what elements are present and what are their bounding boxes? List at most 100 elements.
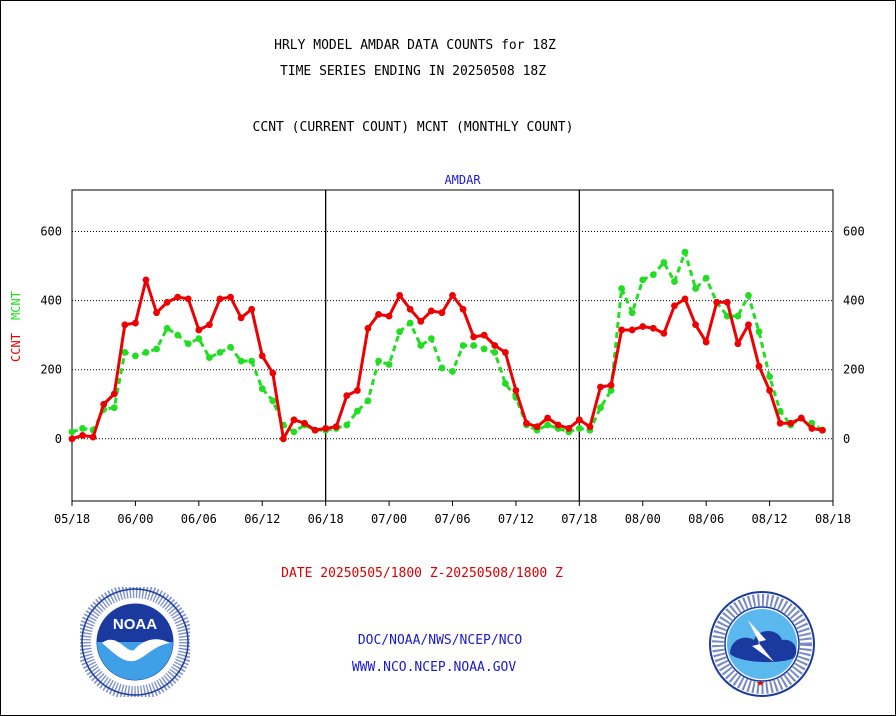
data-point-mcnt — [597, 404, 604, 412]
data-point-ccnt — [153, 309, 160, 317]
x-tick-label: 07/18 — [561, 512, 597, 526]
data-point-ccnt — [618, 326, 626, 334]
data-point-ccnt — [427, 307, 435, 315]
data-point-mcnt — [427, 335, 435, 342]
data-point-mcnt — [501, 380, 509, 387]
data-point-ccnt — [237, 314, 245, 322]
x-tick-label: 08/06 — [688, 512, 724, 526]
data-point-ccnt — [512, 387, 520, 394]
website-link[interactable]: WWW.NCO.NCEP.NOAA.GOV — [351, 660, 517, 675]
data-point-ccnt — [681, 295, 689, 303]
data-point-ccnt — [89, 433, 97, 441]
data-point-mcnt — [142, 349, 150, 356]
data-point-ccnt — [322, 425, 330, 432]
data-point-mcnt — [639, 276, 647, 284]
data-point-ccnt — [163, 298, 171, 306]
x-tick-label: 07/12 — [498, 512, 534, 526]
chart-title-line2: TIME SERIES ENDING IN 20250508 18Z — [279, 64, 547, 79]
data-point-mcnt — [375, 357, 382, 365]
data-point-mcnt — [364, 397, 372, 405]
data-point-ccnt — [713, 298, 721, 306]
x-tick-label: 07/00 — [371, 512, 407, 526]
data-point-mcnt — [79, 425, 86, 432]
y-tick-label-right: 200 — [843, 363, 865, 377]
data-point-ccnt — [533, 423, 541, 431]
data-point-mcnt — [470, 342, 478, 349]
y-tick-label-right: 0 — [843, 432, 850, 446]
data-point-ccnt — [544, 414, 552, 422]
data-point-mcnt — [237, 357, 245, 365]
data-point-ccnt — [279, 435, 287, 443]
org-path-label: DOC/NOAA/NWS/NCEP/NCO — [357, 633, 523, 648]
data-point-ccnt — [417, 317, 425, 325]
data-point-ccnt — [607, 381, 615, 389]
data-point-ccnt — [195, 326, 203, 334]
data-point-ccnt — [459, 305, 467, 313]
data-point-ccnt — [597, 383, 604, 391]
data-point-mcnt — [110, 404, 118, 412]
data-point-mcnt — [449, 368, 456, 375]
data-point-mcnt — [649, 271, 657, 279]
data-point-ccnt — [100, 400, 108, 408]
data-point-ccnt — [586, 423, 594, 431]
data-point-ccnt — [766, 387, 773, 394]
data-point-mcnt — [575, 425, 583, 432]
data-point-mcnt — [681, 248, 689, 256]
nws-logo — [709, 591, 815, 697]
y-tick-label-left: 400 — [40, 294, 62, 308]
data-point-ccnt — [258, 352, 266, 360]
data-point-mcnt — [163, 324, 171, 332]
y-tick-label-left: 600 — [40, 224, 62, 238]
data-point-ccnt — [132, 319, 139, 327]
data-point-mcnt — [206, 354, 213, 361]
data-point-ccnt — [364, 324, 372, 332]
data-point-mcnt — [776, 407, 784, 415]
data-point-ccnt — [269, 369, 277, 377]
data-point-ccnt — [353, 387, 361, 394]
data-point-ccnt — [301, 419, 308, 427]
data-point-mcnt — [353, 407, 361, 415]
data-point-ccnt — [491, 342, 499, 349]
data-point-mcnt — [438, 364, 446, 372]
data-point-ccnt — [470, 333, 478, 341]
data-point-mcnt — [216, 349, 224, 356]
data-point-ccnt — [671, 302, 678, 310]
data-point-ccnt — [501, 349, 509, 356]
data-point-ccnt — [375, 311, 382, 318]
data-point-ccnt — [628, 326, 636, 334]
data-point-mcnt — [618, 285, 626, 292]
data-point-ccnt — [449, 291, 456, 299]
x-tick-label: 07/06 — [434, 512, 470, 526]
data-point-mcnt — [660, 259, 668, 266]
data-point-ccnt — [776, 419, 784, 427]
data-point-ccnt — [660, 330, 668, 337]
data-point-ccnt — [174, 293, 182, 301]
data-point-mcnt — [480, 345, 488, 353]
data-point-ccnt — [523, 419, 530, 427]
data-point-ccnt — [565, 425, 573, 432]
data-point-ccnt — [311, 426, 319, 434]
data-point-ccnt — [385, 312, 393, 320]
data-point-ccnt — [692, 321, 699, 329]
data-point-mcnt — [290, 428, 298, 436]
chart-panel-title: AMDAR — [444, 173, 481, 187]
x-tick-label: 06/18 — [308, 512, 344, 526]
data-point-mcnt — [628, 309, 636, 317]
chart-subtitle: CCNT (CURRENT COUNT) MCNT (MONTHLY COUNT… — [252, 120, 574, 135]
x-tick-label: 06/06 — [181, 512, 217, 526]
data-point-ccnt — [734, 340, 742, 348]
x-tick-label: 08/18 — [815, 512, 851, 526]
series-line-mcnt — [71, 250, 824, 434]
data-point-ccnt — [438, 309, 446, 317]
data-point-ccnt — [808, 425, 816, 432]
x-tick-label: 06/00 — [117, 512, 153, 526]
data-point-mcnt — [702, 274, 710, 282]
data-point-mcnt — [692, 285, 699, 292]
data-point-ccnt — [68, 435, 76, 443]
data-point-ccnt — [723, 298, 731, 306]
data-point-ccnt — [745, 321, 752, 329]
y-tick-label-left: 0 — [55, 432, 62, 446]
data-point-ccnt — [216, 295, 224, 303]
data-point-mcnt — [68, 428, 76, 436]
